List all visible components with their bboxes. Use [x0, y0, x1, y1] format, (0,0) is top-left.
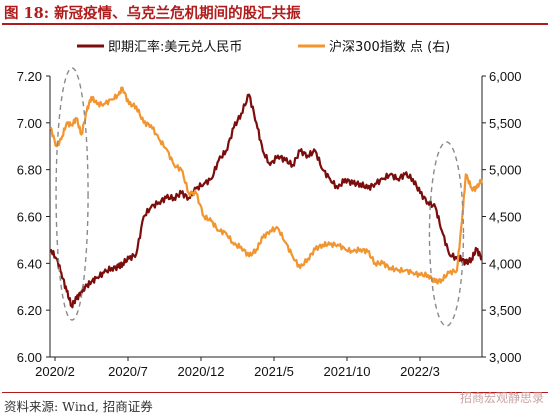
y-right-tick-label: 3,500 [489, 303, 522, 318]
annotation-layer [55, 67, 465, 327]
legend-label-usdcny: 即期汇率:美元兑人民币 [108, 39, 242, 55]
annotation-ellipse-2022 [428, 141, 465, 327]
y-right-tick-label: 4,500 [489, 210, 522, 225]
series-line-usdcny [49, 86, 484, 285]
y-axis-right-ticks: 3,000 3,500 4,000 4,500 5,000 5,500 6,000 [482, 69, 522, 365]
series-line-csi300 [49, 93, 483, 309]
legend: 即期汇率:美元兑人民币 沪深300指数 点 (右) [77, 39, 450, 55]
y-left-tick-label: 6.40 [17, 256, 42, 271]
series-layer [49, 86, 484, 309]
x-tick-label: 2021/10 [324, 364, 371, 379]
y-right-tick-label: 3,000 [489, 350, 522, 365]
footer-divider [2, 392, 548, 393]
y-left-tick-label: 7.20 [17, 69, 42, 84]
x-tick-label: 2020/7 [108, 364, 148, 379]
y-right-tick-label: 4,000 [489, 256, 522, 271]
x-tick-label: 2020/12 [178, 364, 225, 379]
y-right-tick-label: 5,500 [489, 116, 522, 131]
y-left-tick-label: 7.00 [17, 116, 42, 131]
legend-label-csi300: 沪深300指数 点 (右) [329, 39, 450, 55]
y-left-tick-label: 6.20 [17, 303, 42, 318]
y-right-tick-label: 6,000 [489, 69, 522, 84]
y-left-tick-label: 6.00 [17, 350, 42, 365]
chart-title: 图 18: 新冠疫情、乌克兰危机期间的股汇共振 [4, 5, 301, 22]
x-tick-label: 2020/2 [35, 364, 75, 379]
y-axis-left-ticks: 6.00 6.20 6.40 6.60 6.80 7.00 7.20 [17, 69, 50, 365]
title-divider [2, 23, 548, 25]
y-left-tick-label: 6.80 [17, 163, 42, 178]
x-tick-label: 2021/5 [254, 364, 294, 379]
y-right-tick-label: 5,000 [489, 163, 522, 178]
annotation-ellipse-2020 [55, 67, 89, 321]
y-left-tick-label: 6.60 [17, 210, 42, 225]
x-tick-label: 2022/3 [400, 364, 440, 379]
source-note: 资料来源: Wind, 招商证券 [4, 399, 153, 414]
watermark: 招商宏观静思录 [459, 391, 544, 405]
x-axis-ticks: 2020/2 2020/7 2020/12 2021/5 2021/10 2022/3 [35, 357, 440, 379]
